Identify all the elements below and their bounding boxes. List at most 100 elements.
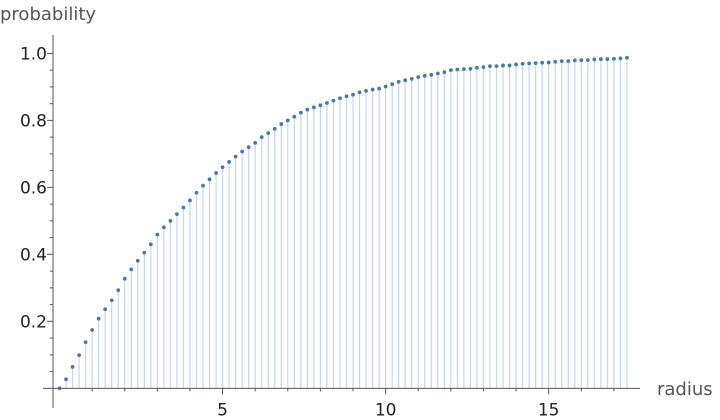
data-point bbox=[390, 82, 395, 87]
data-point bbox=[416, 75, 421, 80]
data-point bbox=[246, 145, 251, 150]
data-point bbox=[488, 64, 492, 69]
data-point bbox=[501, 63, 505, 68]
y-tick-label: 0.6 bbox=[20, 178, 47, 198]
data-point bbox=[207, 177, 212, 182]
data-point bbox=[214, 171, 218, 175]
data-point bbox=[325, 101, 329, 105]
data-point bbox=[435, 71, 440, 76]
data-point bbox=[546, 60, 551, 65]
data-point bbox=[116, 288, 121, 293]
data-point bbox=[279, 122, 284, 126]
data-point bbox=[318, 103, 323, 108]
data-point bbox=[338, 96, 342, 101]
x-axis-title: radius bbox=[657, 379, 713, 400]
data-point bbox=[305, 107, 310, 112]
data-point bbox=[422, 73, 427, 78]
data-point bbox=[592, 57, 597, 62]
data-point bbox=[181, 205, 186, 210]
data-point bbox=[462, 67, 466, 72]
data-point bbox=[572, 58, 577, 63]
data-point bbox=[351, 92, 355, 97]
data-point bbox=[344, 94, 349, 99]
y-tick-label: 0.2 bbox=[20, 312, 47, 332]
data-point bbox=[566, 59, 571, 64]
y-tick-label: 1.0 bbox=[20, 44, 47, 64]
data-point bbox=[188, 198, 192, 203]
data-point bbox=[285, 118, 290, 123]
data-point bbox=[135, 258, 140, 263]
data-point bbox=[612, 56, 616, 61]
data-point bbox=[553, 59, 558, 64]
data-point bbox=[429, 72, 434, 77]
data-point bbox=[585, 58, 590, 62]
data-point bbox=[409, 76, 414, 81]
data-point bbox=[579, 58, 584, 62]
x-tick-label: 15 bbox=[538, 400, 560, 420]
data-point bbox=[64, 377, 68, 382]
data-point bbox=[403, 78, 408, 83]
data-point bbox=[540, 60, 545, 65]
data-point bbox=[442, 70, 447, 75]
data-point bbox=[259, 135, 264, 140]
data-point bbox=[331, 98, 336, 103]
data-point bbox=[448, 68, 453, 73]
data-point bbox=[83, 340, 88, 345]
data-point bbox=[148, 242, 153, 247]
data-point bbox=[70, 364, 75, 369]
data-point bbox=[377, 86, 382, 91]
data-point bbox=[168, 218, 173, 223]
y-tick-label: 0.8 bbox=[20, 111, 47, 131]
data-point bbox=[514, 62, 518, 67]
data-point bbox=[155, 232, 160, 237]
data-point bbox=[533, 61, 538, 66]
data-point bbox=[507, 63, 512, 68]
data-point bbox=[175, 212, 179, 217]
ticks-layer: 5 10 15 0.2 0.4 0.6 0.8 1.0 bbox=[20, 44, 615, 420]
data-point bbox=[605, 57, 610, 61]
data-point bbox=[240, 149, 245, 154]
data-point bbox=[357, 90, 362, 95]
data-point bbox=[194, 190, 199, 195]
data-point bbox=[220, 165, 225, 170]
data-point bbox=[475, 65, 479, 70]
data-point bbox=[364, 89, 368, 93]
data-point bbox=[57, 386, 62, 391]
data-point bbox=[109, 298, 114, 303]
data-point bbox=[520, 61, 525, 66]
data-point bbox=[298, 110, 303, 115]
data-point bbox=[77, 353, 81, 358]
data-point bbox=[266, 131, 271, 136]
x-tick-label: 5 bbox=[217, 400, 228, 420]
data-point bbox=[559, 59, 564, 64]
data-point bbox=[311, 105, 316, 110]
data-point bbox=[161, 225, 166, 230]
data-point bbox=[292, 114, 297, 119]
data-point bbox=[598, 57, 603, 61]
data-point bbox=[481, 65, 486, 70]
data-point bbox=[227, 160, 232, 164]
data-point bbox=[122, 276, 127, 281]
data-point bbox=[272, 126, 277, 131]
data-point bbox=[233, 154, 238, 159]
data-point bbox=[90, 328, 95, 332]
data-point bbox=[494, 64, 499, 69]
data-point bbox=[129, 267, 134, 272]
data-point bbox=[103, 307, 108, 312]
data-point bbox=[468, 66, 473, 71]
data-point bbox=[370, 87, 375, 92]
data-point bbox=[625, 55, 629, 60]
y-axis-title: probability bbox=[0, 4, 96, 25]
points-layer bbox=[57, 55, 629, 391]
data-point bbox=[142, 250, 147, 255]
data-point bbox=[618, 56, 623, 61]
y-tick-label: 0.4 bbox=[20, 245, 47, 265]
data-point bbox=[527, 61, 532, 66]
data-point bbox=[383, 84, 388, 89]
data-point bbox=[396, 79, 401, 84]
x-tick-label: 10 bbox=[375, 400, 397, 420]
data-point bbox=[455, 67, 460, 72]
data-point bbox=[96, 316, 101, 321]
data-point bbox=[201, 183, 205, 188]
